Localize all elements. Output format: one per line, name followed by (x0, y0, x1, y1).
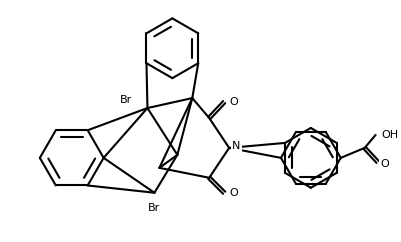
Text: Br: Br (120, 95, 132, 105)
Text: Br: Br (148, 203, 160, 213)
Text: O: O (380, 159, 388, 169)
Text: O: O (229, 188, 237, 198)
Text: O: O (229, 97, 237, 107)
Text: N: N (231, 141, 240, 151)
Text: OH: OH (381, 130, 398, 140)
